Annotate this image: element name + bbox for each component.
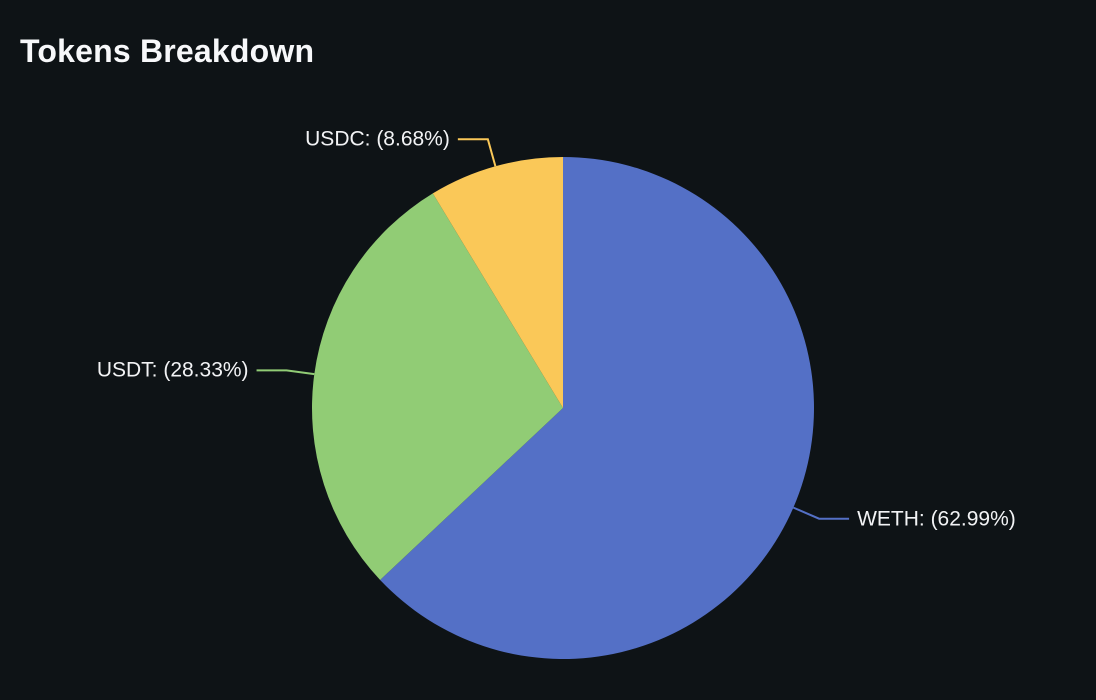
pie-label-line-usdc <box>457 138 497 167</box>
pie-label-line-weth <box>792 506 850 520</box>
chart-title: Tokens Breakdown <box>20 33 315 69</box>
pie-slice-usdc[interactable] <box>432 157 563 408</box>
pie-slice-usdt[interactable] <box>311 193 563 580</box>
pie-label-usdc: USDC: (8.68%) <box>305 127 450 151</box>
pie-label-usdt: USDT: (28.33%) <box>96 358 249 382</box>
pie-label-line-usdt <box>256 369 315 376</box>
pie-label-weth: WETH: (62.99%) <box>857 507 1016 531</box>
pie-slice-weth[interactable] <box>380 157 814 659</box>
